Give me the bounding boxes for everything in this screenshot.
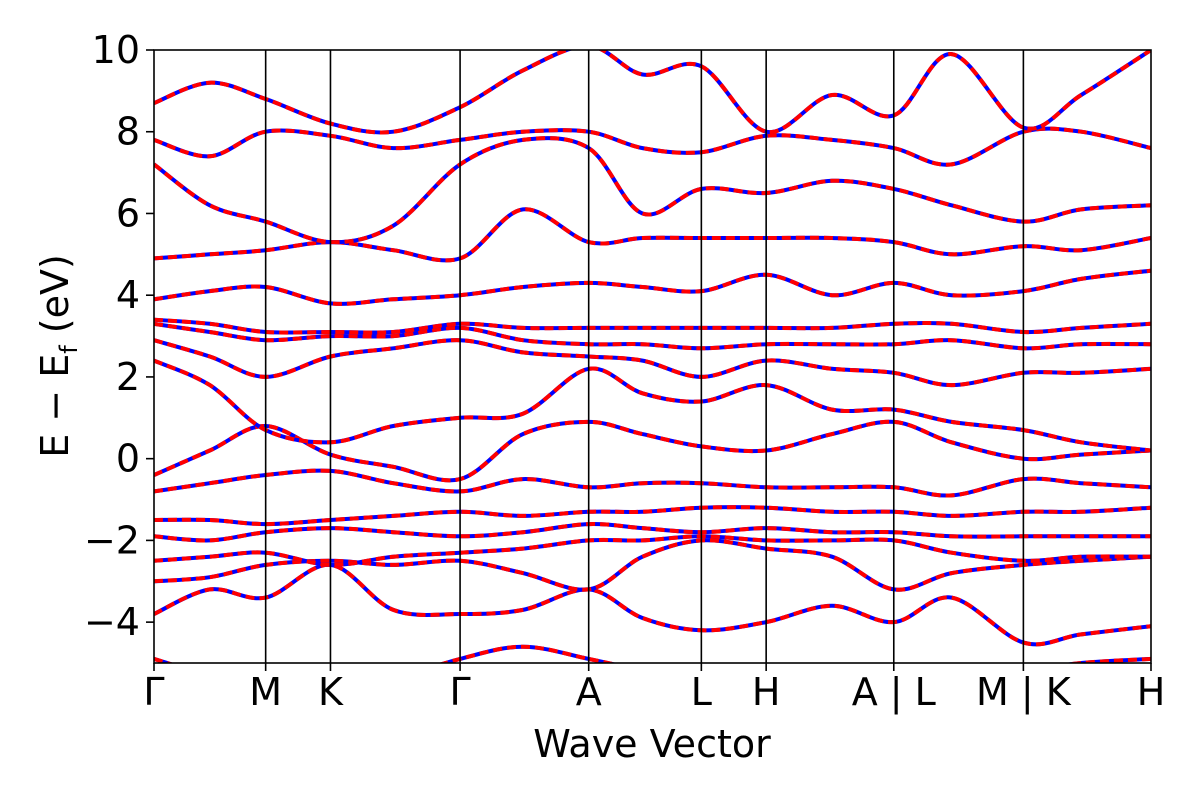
x-axis-label: Wave Vector xyxy=(533,722,771,766)
band-line-red-2 xyxy=(154,538,1151,592)
y-axis-label-unit: (eV) xyxy=(33,254,77,345)
band-line-blue-2 xyxy=(154,538,1151,592)
band-line-red-11 xyxy=(154,317,1151,335)
x-tick-label-0: Γ xyxy=(143,670,164,714)
band-line-red-7 xyxy=(154,419,1151,483)
x-tick-label-6: H xyxy=(752,670,781,714)
band-line-blue-12 xyxy=(154,268,1151,306)
band-line-red-1 xyxy=(154,562,1151,647)
band-line-red-5 xyxy=(154,505,1151,527)
band-line-blue-14 xyxy=(154,136,1151,245)
band-lines xyxy=(154,50,1151,663)
x-tick-label-3: Γ xyxy=(449,670,470,714)
y-axis-label-main: E − E xyxy=(33,354,77,458)
band-line-blue-11 xyxy=(154,317,1151,335)
x-tick-label-5: L xyxy=(691,670,712,714)
band-line-red-3 xyxy=(154,534,1151,567)
y-tick-label-1: −2 xyxy=(84,518,140,562)
x-tick-label-2: K xyxy=(318,670,344,714)
band-line-red-16 xyxy=(154,50,1151,135)
x-tick-label-1: M xyxy=(249,670,282,714)
y-axis-ticks: −4 −2 0 2 4 6 8 10 xyxy=(84,28,154,644)
y-axis-label-subscript: f xyxy=(55,345,83,354)
band-line-red-6 xyxy=(154,468,1151,498)
band-line-red-9 xyxy=(154,338,1151,388)
y-tick-label-5: 6 xyxy=(116,191,140,235)
x-tick-label-9: H xyxy=(1137,670,1166,714)
band-line-red-4 xyxy=(154,522,1151,543)
x-tick-label-8: M | K xyxy=(976,670,1072,715)
kpoint-divider-lines xyxy=(264,50,1025,663)
plot-frame xyxy=(153,49,1152,664)
y-axis-label: E − Ef (eV) xyxy=(33,254,83,458)
band-line-red-14 xyxy=(154,136,1151,245)
band-line-red-10 xyxy=(154,321,1151,351)
x-tick-label-4: A xyxy=(576,670,602,714)
band-line-red-8 xyxy=(154,358,1151,453)
y-tick-label-2: 0 xyxy=(116,437,140,481)
band-line-red-15 xyxy=(154,126,1151,167)
x-tick-label-7: A | L xyxy=(852,670,936,715)
y-tick-label-0: −4 xyxy=(84,600,140,644)
y-tick-label-7: 10 xyxy=(92,28,140,72)
band-line-blue-16 xyxy=(154,50,1151,135)
band-line-red-12 xyxy=(154,268,1151,306)
y-tick-label-4: 4 xyxy=(116,273,140,317)
band-line-red-13 xyxy=(154,207,1151,263)
y-tick-label-6: 8 xyxy=(116,110,140,154)
y-tick-label-3: 2 xyxy=(116,355,140,399)
band-line-blue-5 xyxy=(154,505,1151,527)
